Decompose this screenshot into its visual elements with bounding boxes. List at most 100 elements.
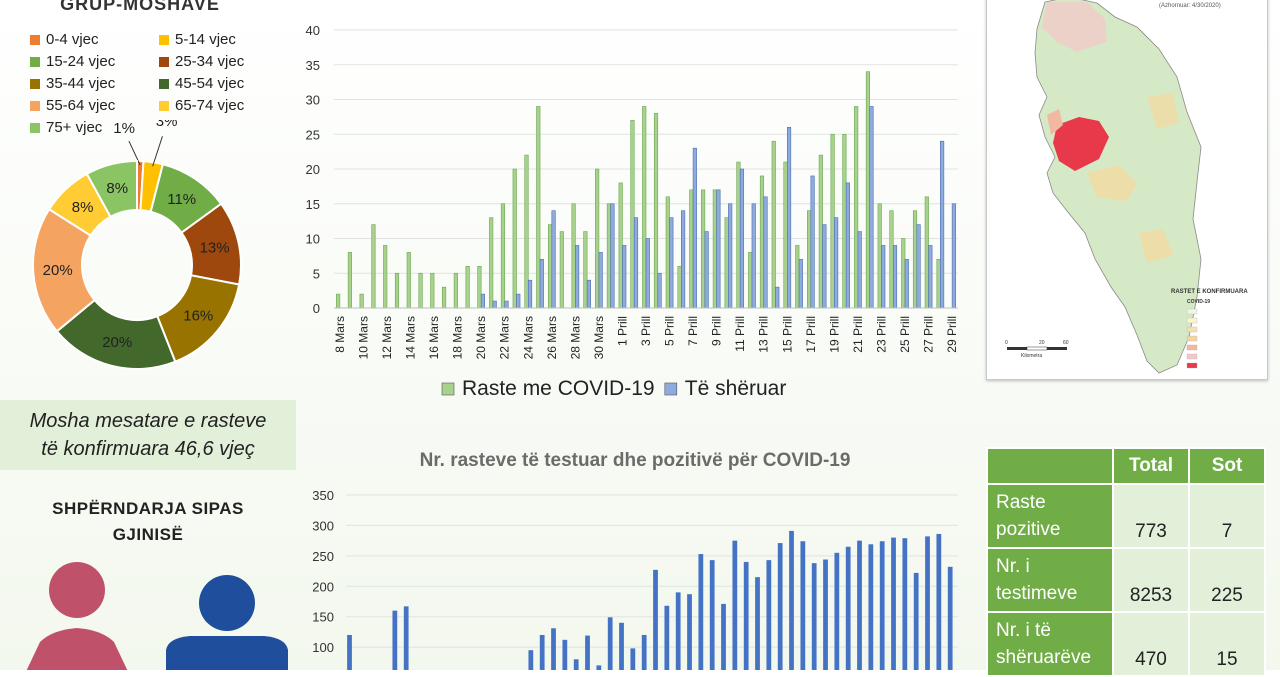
age-legend-item: 65-74 vjec	[159, 97, 244, 114]
age-legend-item: 25-34 vjec	[159, 53, 244, 70]
y-tick-label: 0	[313, 301, 320, 316]
mean-age-line2: të konfirmuara 46,6 vjeç	[41, 438, 255, 460]
donut-slice	[85, 159, 138, 219]
daily-bar	[595, 168, 600, 309]
daily-bar	[869, 106, 874, 309]
tests-bar	[653, 569, 658, 670]
daily-bar	[728, 203, 733, 309]
daily-bar	[854, 106, 859, 309]
daily-bar	[442, 286, 447, 309]
x-tick-label: 3 Prill	[639, 316, 653, 346]
daily-bar	[610, 203, 615, 309]
x-tick-label: 24 Mars	[521, 316, 535, 359]
donut-label: 3%	[156, 120, 178, 130]
tests-bar	[755, 577, 760, 670]
daily-bar	[818, 154, 823, 309]
daily-bar	[575, 245, 580, 309]
map-region-south	[1139, 229, 1173, 263]
age-donut-chart: 1% 3% 11% 13% 16% 20% 20% 8% 8%	[32, 120, 242, 370]
donut-label: 8%	[106, 180, 128, 197]
daily-bar	[892, 245, 898, 309]
stats-row-today: 7	[1188, 483, 1266, 549]
daily-bar	[347, 252, 352, 309]
legend-swatch	[30, 122, 40, 133]
donut-leader-line	[128, 140, 141, 166]
x-tick-label: 8 Mars	[333, 316, 347, 353]
map-region-north	[1042, 2, 1107, 52]
legend-label: 75+ vjec	[46, 119, 103, 136]
age-legend-item: 5-14 vjec	[159, 31, 236, 48]
stats-header-total: Total	[1112, 447, 1190, 485]
legend-swatch	[159, 56, 169, 67]
x-tick-label: 23 Prill	[874, 316, 888, 353]
tests-bar	[641, 634, 647, 670]
daily-bar	[418, 272, 423, 309]
gender-title: SHPËRNDARJA SIPAS GJINISË	[0, 496, 296, 548]
tests-bar	[834, 552, 840, 670]
x-tick-label: 27 Prill	[922, 316, 936, 353]
daily-bar	[336, 293, 341, 309]
donut-label: 8%	[72, 199, 94, 216]
tests-bar	[766, 560, 772, 670]
tests-bar	[811, 563, 817, 670]
tests-bar	[528, 650, 534, 670]
tests-chart-title: Nr. rasteve të testuar dhe pozitivë për …	[419, 450, 851, 471]
y-tick-label: 150	[312, 610, 334, 625]
daily-bar	[916, 224, 921, 309]
y-tick-label: 250	[312, 549, 334, 564]
daily-bar	[924, 196, 929, 309]
daily-bar	[645, 238, 650, 309]
daily-bar	[633, 217, 639, 309]
legend-swatch	[159, 34, 169, 45]
daily-bar	[716, 189, 721, 309]
daily-bar	[681, 210, 686, 309]
daily-bar	[739, 168, 745, 309]
tests-bar	[709, 560, 715, 670]
x-tick-label: 17 Prill	[804, 316, 818, 353]
age-legend-item: 55-64 vjec	[30, 97, 115, 114]
daily-bar	[383, 245, 388, 309]
tests-bar	[902, 538, 908, 670]
map-date-note: (Azhornuar: 4/30/2020)	[1159, 3, 1221, 9]
daily-bar	[371, 224, 376, 309]
daily-bar	[857, 231, 862, 309]
daily-bar	[692, 147, 697, 309]
tests-bar	[891, 537, 896, 670]
age-legend-item: 35-44 vjec	[30, 75, 115, 92]
y-tick-label: 15	[306, 197, 320, 212]
daily-bar	[775, 286, 780, 309]
x-tick-label: 21 Prill	[851, 316, 865, 353]
legend-label: 55-64 vjec	[46, 97, 116, 114]
daily-bar	[653, 113, 659, 309]
daily-bar	[751, 203, 756, 309]
daily-bar	[586, 279, 591, 309]
tests-bar	[619, 622, 624, 670]
tests-bar	[925, 536, 930, 670]
y-tick-label: 10	[306, 232, 320, 247]
daily-bar	[904, 259, 909, 309]
x-tick-label: 15 Prill	[780, 316, 794, 353]
age-legend-item: 45-54 vjec	[159, 75, 244, 92]
tests-bar	[721, 603, 726, 670]
daily-bar	[516, 293, 521, 309]
stats-table: Total Sot Raste pozitive 773 7 Nr. i tes…	[986, 447, 1266, 677]
x-tick-label: 18 Mars	[451, 316, 465, 359]
donut-leader-line	[152, 136, 163, 167]
tests-bar	[879, 541, 885, 670]
daily-bar	[465, 266, 470, 309]
x-tick-label: 30 Mars	[592, 316, 606, 359]
tests-bar	[607, 617, 613, 670]
daily-bar	[798, 259, 803, 309]
stats-row-total: 773	[1112, 483, 1190, 549]
daily-bar	[489, 217, 494, 309]
stats-row-label: Raste pozitive	[986, 483, 1114, 549]
daily-bar	[559, 231, 564, 309]
x-tick-label: 13 Prill	[757, 316, 771, 353]
albania-map: (Azhornuar: 4/30/2020) RASTET E KONFIRMU…	[1005, 0, 1248, 374]
daily-bar	[480, 293, 486, 309]
gender-icons	[26, 562, 288, 670]
x-tick-label: 9 Prill	[710, 316, 724, 346]
daily-bar	[889, 210, 894, 309]
map-region-east	[1147, 93, 1179, 129]
tests-chart: 50100150200250300350	[312, 488, 958, 670]
